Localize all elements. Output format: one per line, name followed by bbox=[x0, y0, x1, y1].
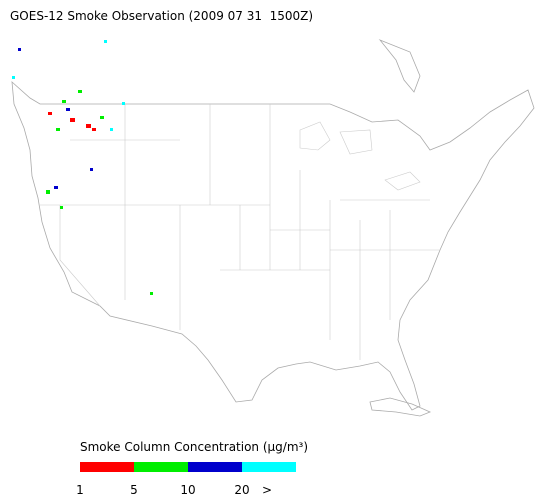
state-borders bbox=[40, 104, 440, 360]
smoke-pixel bbox=[60, 206, 63, 209]
legend-swatch bbox=[80, 462, 134, 472]
legend-tick: 1 bbox=[76, 483, 84, 497]
legend-tick: 10 bbox=[180, 483, 195, 497]
smoke-pixel bbox=[18, 48, 21, 51]
legend-swatch bbox=[134, 462, 188, 472]
smoke-pixel bbox=[92, 128, 96, 131]
smoke-pixel bbox=[62, 100, 66, 103]
basemap bbox=[11, 39, 535, 417]
smoke-pixel bbox=[56, 128, 60, 131]
legend-tick: > bbox=[262, 483, 272, 497]
smoke-pixel bbox=[70, 118, 75, 122]
legend-title: Smoke Column Concentration (μg/m³) bbox=[80, 440, 308, 454]
legend-swatch bbox=[242, 462, 296, 472]
smoke-pixel bbox=[122, 102, 125, 105]
legend: 1 5 10 20 > bbox=[76, 462, 296, 497]
smoke-pixel bbox=[110, 128, 113, 131]
smoke-pixel bbox=[54, 186, 58, 189]
title: GOES-12 Smoke Observation (2009 07 31 15… bbox=[10, 9, 313, 23]
smoke-pixel bbox=[100, 116, 104, 119]
smoke-pixel bbox=[66, 108, 70, 111]
smoke-pixel bbox=[104, 40, 107, 43]
smoke-pixel bbox=[46, 190, 50, 194]
legend-tick: 5 bbox=[130, 483, 138, 497]
smoke-pixel bbox=[90, 168, 93, 171]
smoke-pixel bbox=[150, 292, 153, 295]
canada-coast bbox=[378, 39, 421, 93]
smoke-pixels bbox=[12, 40, 153, 295]
legend-tick: 20 bbox=[234, 483, 249, 497]
us-outline bbox=[11, 81, 535, 411]
cuba bbox=[369, 397, 432, 417]
smoke-pixel bbox=[78, 90, 82, 93]
legend-swatch bbox=[188, 462, 242, 472]
smoke-pixel bbox=[86, 124, 91, 128]
smoke-pixel bbox=[48, 112, 52, 115]
smoke-pixel bbox=[12, 76, 15, 79]
great-lakes bbox=[299, 121, 421, 191]
